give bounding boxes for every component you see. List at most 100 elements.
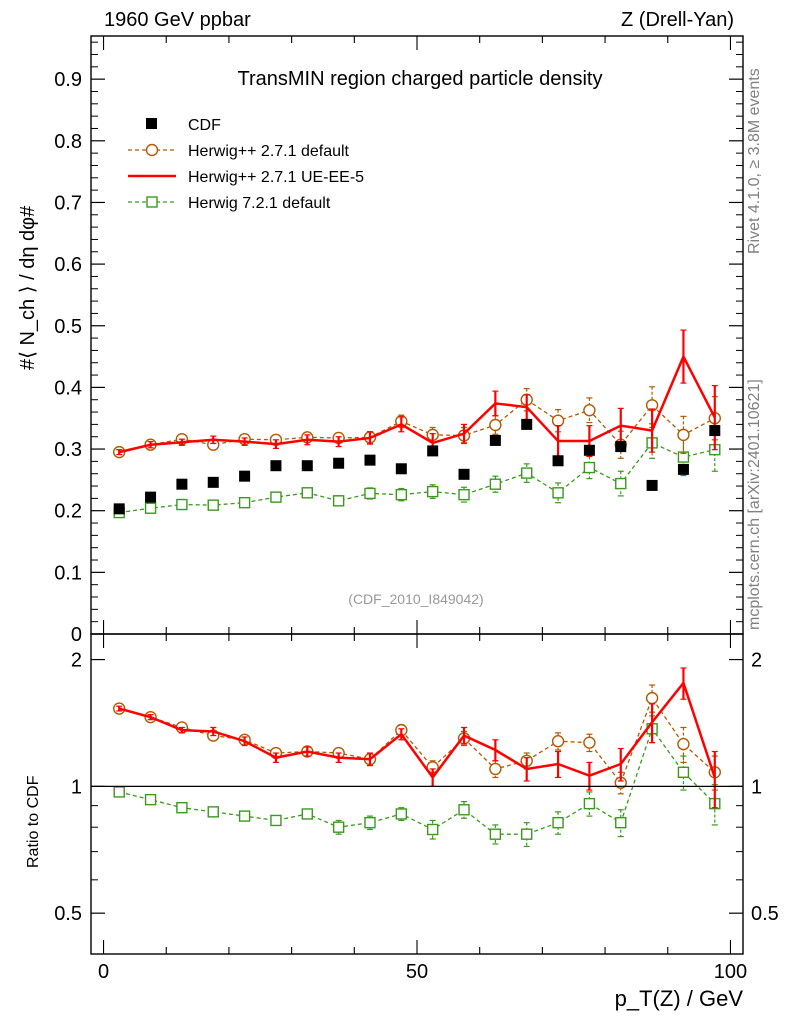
- herwig72-marker: [332, 495, 345, 507]
- y-tick-label: 0.2: [54, 501, 82, 523]
- y-axis-label: #⟨ N_ch ⟩ / dη dφ#: [17, 205, 39, 370]
- ratio-herwig-default-marker: [489, 762, 502, 776]
- herwig72-marker: [301, 487, 313, 499]
- ratio-herwig72-marker: [583, 797, 596, 810]
- ratio-tick-label: 0.5: [54, 903, 82, 925]
- cdf-point: [521, 418, 533, 430]
- legend-marker-cdf: [146, 118, 157, 129]
- ratio-herwig-ueee5-line: [118, 680, 716, 780]
- ratio-herwig72-marker: [238, 810, 251, 822]
- ratio-tick-label-right: 1: [751, 776, 762, 798]
- herwig72-marker: [144, 502, 157, 514]
- cdf-point: [709, 425, 721, 437]
- cdf-point: [113, 503, 125, 515]
- y-tick-label: 0.9: [54, 69, 82, 91]
- herwig72-marker: [270, 491, 282, 503]
- cdf-point: [333, 457, 345, 469]
- ratio-tick-label-right: 2: [751, 650, 762, 672]
- cdf-point: [489, 434, 501, 446]
- herwig72-marker: [364, 487, 376, 500]
- herwig72-marker: [458, 488, 470, 501]
- herwig72-marker: [426, 485, 439, 498]
- cdf-point: [395, 463, 407, 475]
- chart-title: TransMIN region charged particle density: [238, 68, 603, 90]
- ratio-herwig72-marker: [176, 801, 188, 814]
- ratio-herwig72-marker: [552, 816, 564, 829]
- ratio-herwig72-marker: [301, 808, 313, 820]
- cdf-point: [145, 491, 157, 503]
- cdf-point: [458, 468, 470, 480]
- ratio-herwig72-marker: [332, 821, 345, 833]
- ratio-herwig72-marker: [144, 793, 157, 806]
- ratio-herwig72-marker: [615, 816, 627, 829]
- ratio-herwig-default-series: [113, 684, 721, 795]
- herwig72-marker: [583, 461, 596, 474]
- ratio-herwig-default-line: [119, 696, 716, 785]
- ratio-herwig72-marker: [364, 816, 376, 829]
- ratio-herwig72-marker: [395, 808, 408, 820]
- cdf-point: [615, 441, 627, 453]
- x-tick-label: 50: [406, 961, 428, 983]
- herwig72-marker: [521, 467, 533, 479]
- ratio-herwig72-marker: [489, 828, 502, 840]
- y-tick-label: 0.1: [54, 562, 82, 584]
- y-tick-label: 0.6: [54, 254, 82, 276]
- ratio-tick-label: 2: [71, 650, 82, 672]
- herwig-default-series: [113, 386, 721, 459]
- y-tick-label: 0.3: [54, 439, 82, 461]
- y-tick-label: 0.7: [54, 192, 82, 214]
- cdf-point: [176, 478, 188, 490]
- herwig-default-marker: [677, 428, 690, 442]
- cdf-point: [427, 445, 439, 457]
- ratio-herwig-default-marker: [583, 736, 596, 749]
- herwig72-marker: [615, 477, 627, 490]
- x-tick-label: 100: [714, 961, 747, 983]
- legend-label-herwig-default: Herwig++ 2.7.1 default: [188, 143, 350, 160]
- cdf-point: [552, 455, 564, 467]
- herwig-ueee5-line: [118, 353, 716, 454]
- ratio-panel-frame: [90, 633, 744, 955]
- cdf-point: [583, 444, 595, 456]
- y-tick-label: 0.5: [54, 316, 82, 338]
- cdf-point: [646, 479, 658, 491]
- herwig72-marker: [552, 487, 564, 499]
- ratio-herwig-default-marker: [645, 691, 659, 705]
- herwig-default-marker: [489, 418, 502, 432]
- y-tick-label: 0: [71, 624, 82, 646]
- ratio-tick-label-right: 0.5: [751, 903, 779, 925]
- herwig-default-marker: [583, 404, 596, 417]
- ratio-tick-label: 1: [71, 776, 82, 798]
- ratio-axis-ticks: 0.5 0.5 1 1 2 2: [54, 650, 779, 926]
- ratio-herwig-default-marker: [551, 735, 565, 748]
- header-right-label: Z (Drell-Yan): [621, 9, 734, 31]
- cdf-point: [364, 454, 376, 466]
- x-tick-label: 0: [98, 961, 109, 983]
- cdf-point: [301, 460, 313, 472]
- herwig72-marker: [238, 496, 251, 509]
- x-axis-label: p_T(Z) / GeV: [615, 986, 744, 1011]
- ratio-herwig72-marker: [458, 804, 470, 816]
- x-axis-ticks: 0 50 100: [98, 36, 747, 983]
- ratio-herwig-ueee5-series: [116, 667, 718, 809]
- analysis-label: (CDF_2010_I849042): [348, 591, 483, 607]
- legend-marker-herwig72: [146, 196, 158, 208]
- herwig72-marker: [176, 498, 188, 511]
- cdf-point: [677, 463, 689, 475]
- ratio-herwig72-marker: [270, 814, 282, 827]
- y-tick-label: 0.4: [54, 377, 82, 399]
- header-left-label: 1960 GeV ppbar: [104, 9, 251, 31]
- ratio-y-axis-label: Ratio to CDF: [25, 775, 42, 868]
- ratio-herwig-default-marker: [677, 737, 690, 751]
- cdf-point: [207, 476, 219, 488]
- herwig72-marker: [207, 499, 219, 511]
- ratio-herwig72-marker: [426, 823, 439, 836]
- legend-label-herwig-ueee5: Herwig++ 2.7.1 UE-EE-5: [188, 169, 364, 186]
- herwig-default-marker: [551, 414, 565, 427]
- cdf-point: [270, 460, 282, 472]
- cdf-series: [113, 418, 721, 515]
- ratio-herwig72-marker: [521, 828, 533, 840]
- legend-marker-herwig-default: [145, 143, 159, 157]
- ratio-series-layer: [113, 667, 721, 848]
- legend-label-herwig72: Herwig 7.2.1 default: [188, 195, 331, 212]
